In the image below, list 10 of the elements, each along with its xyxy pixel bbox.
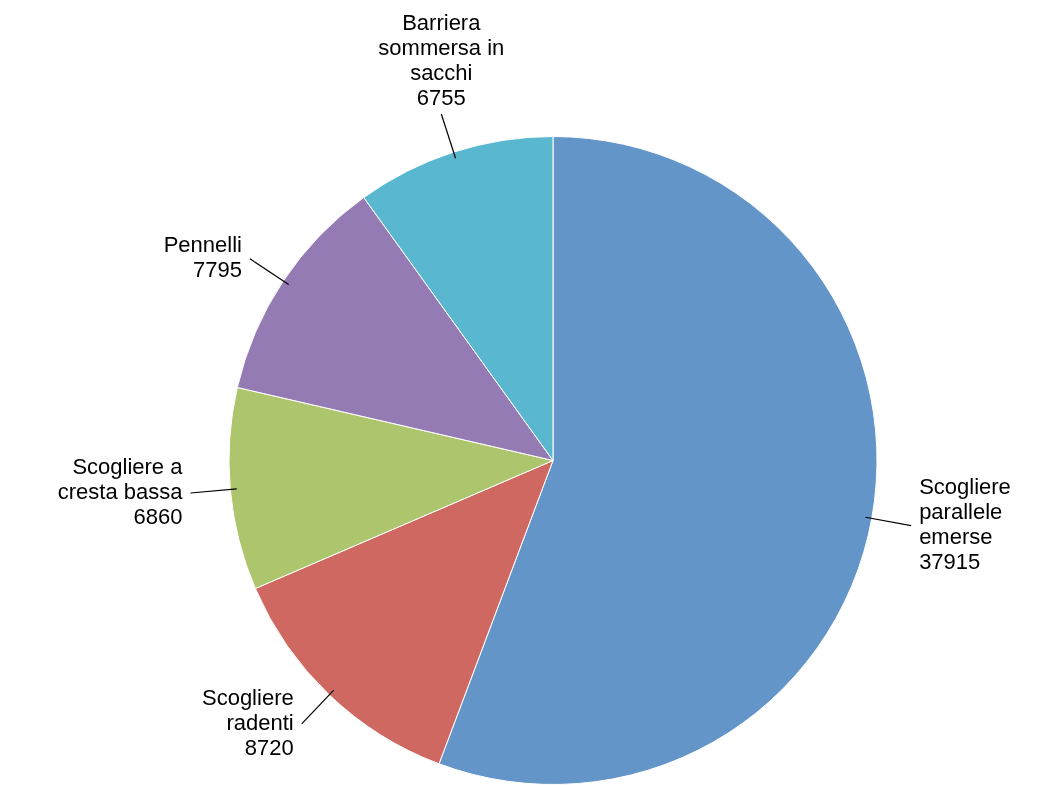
data-label: 6860	[133, 504, 183, 530]
slice-label: Scogliere a cresta bassa	[57, 454, 184, 505]
slice-label: Scogliere radenti	[201, 684, 294, 735]
data-label: 7795	[193, 257, 242, 283]
data-label: 8720	[244, 734, 294, 760]
slice-label: Barriera sommersa in sacchi	[378, 10, 505, 86]
data-label: 6755	[416, 85, 466, 111]
slice-label: Scogliere parallele emerse	[919, 474, 1011, 550]
slice-label: Pennelli	[163, 232, 242, 258]
data-label: 37915	[919, 549, 981, 575]
